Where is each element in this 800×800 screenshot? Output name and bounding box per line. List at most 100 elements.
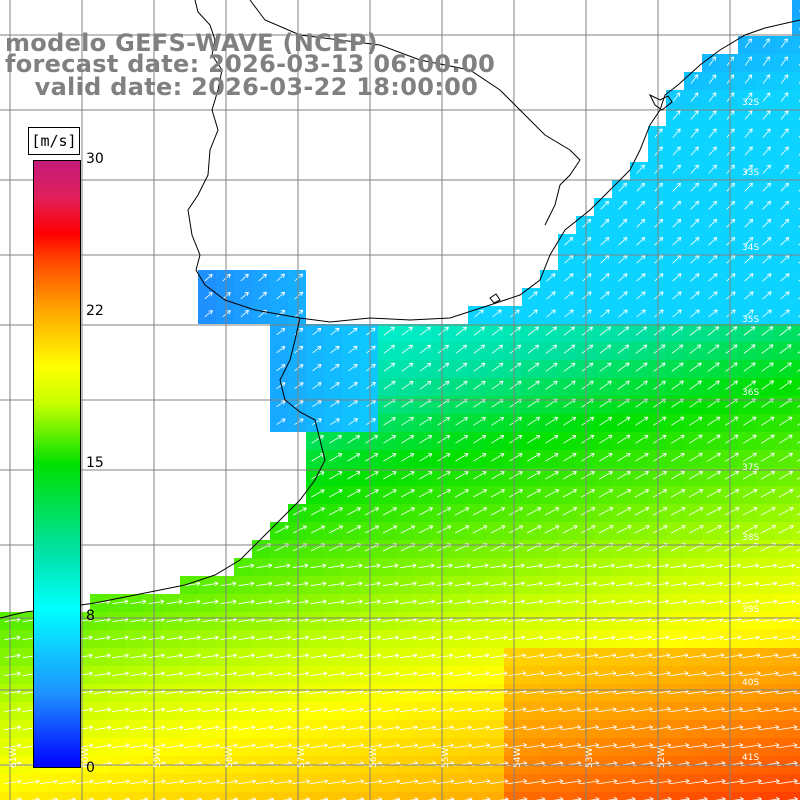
wind-arrow [787,796,798,800]
wind-arrow [762,146,771,156]
wind-arrow [796,459,800,462]
wind-arrow [725,416,739,426]
wind-arrow [672,92,681,102]
wind-arrow [274,653,292,659]
wind-arrow [454,635,472,641]
wind-arrow [741,653,761,659]
wind-arrow [454,525,470,534]
wind-arrow [525,779,546,785]
wind-arrow [508,635,526,641]
wind-arrow [723,707,743,713]
wind-arrow [743,344,756,354]
wind-arrow [654,146,663,156]
wind-arrow [436,653,454,659]
wind-arrow [777,743,798,749]
wind-arrow [688,599,706,605]
wind-arrow [418,581,435,587]
wind-arrow [633,653,653,659]
wind-arrow [671,326,684,336]
wind-arrow [490,671,508,677]
wind-arrow [419,362,432,372]
wind-arrow [688,507,704,516]
wind-arrow [795,620,800,623]
wind-arrow [348,382,358,390]
wind-speed-cell [234,792,252,800]
wind-arrow [741,743,762,749]
wind-arrow [489,707,508,713]
wind-arrow [112,671,129,677]
wind-arrow [436,635,454,641]
wind-arrow [744,200,754,210]
wind-arrow [670,525,686,534]
wind-speed-cell [792,162,800,180]
wind-arrow [726,255,736,264]
wind-arrow [507,653,527,659]
wind-arrow [779,416,793,426]
wind-arrow [238,653,255,659]
wind-arrow [600,291,610,300]
wind-arrow [382,581,399,587]
wind-arrow [779,344,792,354]
wind-speed-cell [396,792,414,800]
wind-arrow [294,400,304,408]
wind-arrow [780,237,790,246]
lat-label: 35S [742,315,759,325]
wind-arrow [472,635,490,641]
wind-arrow [527,471,541,480]
coast-lagoon [648,93,673,111]
wind-arrow [762,74,771,84]
wind-arrow [708,200,718,210]
wind-arrow [780,164,789,174]
wind-arrow [616,599,634,605]
wind-arrow [778,489,794,498]
wind-arrow [419,344,432,354]
wind-arrow [527,380,540,390]
wind-speed-cell [792,324,800,342]
wind-arrow [579,671,599,677]
wind-arrow [653,344,666,354]
map-header: modelo GEFS-WAVE (NCEP) forecast date: 2… [0,0,495,110]
wind-arrow [166,743,184,749]
wind-arrow [255,779,275,785]
wind-arrow [544,525,560,534]
wind-arrow [708,56,716,66]
wind-arrow [795,710,800,713]
wind-speed-cell [306,792,324,800]
wind-arrow [599,344,612,354]
wind-arrow [615,707,635,713]
wind-arrow [615,653,635,659]
wind-arrow [436,563,453,569]
wind-arrow [418,525,434,534]
wind-arrow [310,563,327,569]
wind-arrow [780,291,790,300]
wind-arrow [724,525,740,534]
wind-arrow [347,435,361,444]
wind-arrow [400,563,417,569]
wind-arrow [762,291,772,300]
wind-arrow [354,797,365,800]
wind-arrow [202,599,219,605]
wind-arrow [672,218,682,228]
wind-speed-cell [486,792,504,800]
wind-arrow [636,291,646,300]
wind-arrow [762,309,772,318]
wind-arrow [636,255,646,264]
wind-arrow [707,362,720,372]
wind-arrow [762,200,772,210]
wind-arrow [312,327,322,336]
wind-speed-cell [792,126,800,144]
wind-arrow [75,779,94,785]
wind-arrow [726,237,736,246]
wind-arrow [346,599,363,605]
wind-arrow [276,364,286,372]
wind-arrow [617,453,631,462]
wind-arrow [635,434,649,444]
wind-arrow [455,453,469,462]
wind-arrow [508,507,524,516]
wind-arrow [672,309,682,318]
wind-arrow [94,653,111,659]
wind-arrow [57,779,76,785]
wind-arrow [741,635,760,641]
wind-arrow [744,237,754,246]
